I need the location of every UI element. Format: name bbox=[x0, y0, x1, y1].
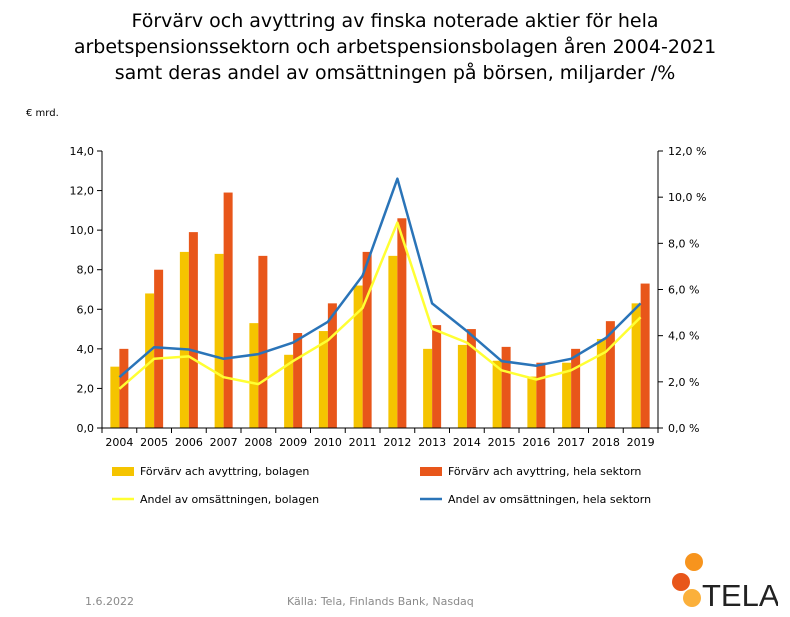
y-right-tick-label: 6,0 % bbox=[668, 284, 699, 297]
bar bbox=[571, 348, 581, 428]
bar bbox=[596, 338, 606, 428]
y-left-tick-label: 8,0 bbox=[77, 264, 95, 277]
x-tick-label: 2014 bbox=[453, 436, 481, 449]
bar bbox=[154, 269, 164, 428]
bar bbox=[119, 348, 129, 428]
x-tick-label: 2013 bbox=[418, 436, 446, 449]
bar bbox=[631, 303, 641, 428]
bar bbox=[562, 362, 572, 428]
chart-title-line-3: samt deras andel av omsättningen på börs… bbox=[114, 62, 676, 84]
footer-date: 1.6.2022 bbox=[85, 595, 134, 608]
x-tick-label: 2008 bbox=[244, 436, 272, 449]
combo-chart: € mrd. 0,0 2,0 4,0 6,0 8,0 10,0 12,0 14,0 0,0 % 2,… bbox=[26, 108, 706, 506]
y-unit-label: € mrd. bbox=[26, 108, 59, 119]
y-left-tick-label: 6,0 bbox=[77, 303, 95, 316]
logo-dot bbox=[683, 589, 701, 607]
legend-swatch bbox=[420, 467, 442, 476]
bar bbox=[258, 255, 268, 428]
legend-label: Förvärv ach avyttring, bolagen bbox=[140, 465, 309, 478]
bar bbox=[432, 325, 442, 428]
bar bbox=[214, 253, 224, 428]
y-right-tick-label: 0,0 % bbox=[668, 422, 699, 435]
bar bbox=[527, 376, 537, 428]
y-right-tick-label: 10,0 % bbox=[668, 191, 706, 204]
x-tick-label: 2010 bbox=[314, 436, 342, 449]
bar bbox=[492, 360, 502, 428]
bar bbox=[388, 255, 398, 428]
bar bbox=[188, 232, 198, 428]
bar bbox=[293, 333, 303, 428]
legend-label: Andel av omsättningen, bolagen bbox=[140, 493, 319, 506]
bar bbox=[605, 321, 615, 428]
x-tick-label: 2011 bbox=[349, 436, 377, 449]
y-left-tick-label: 10,0 bbox=[70, 224, 95, 237]
legend-label: Andel av omsättningen, hela sektorn bbox=[448, 493, 651, 506]
bar bbox=[353, 285, 363, 428]
bar bbox=[466, 329, 476, 428]
x-tick-label: 2012 bbox=[383, 436, 411, 449]
y-right-tick-label: 8,0 % bbox=[668, 237, 699, 250]
bar bbox=[284, 354, 294, 428]
bar bbox=[327, 303, 337, 428]
x-tick-label: 2004 bbox=[105, 436, 133, 449]
bar bbox=[536, 362, 546, 428]
bar bbox=[223, 192, 233, 428]
x-tick-label: 2016 bbox=[522, 436, 550, 449]
chart-title: Förvärv och avyttring av finska noterade… bbox=[30, 8, 760, 86]
x-tick-label: 2018 bbox=[592, 436, 620, 449]
footer-source: Källa: Tela, Finlands Bank, Nasdaq bbox=[287, 595, 474, 608]
y-right-tick-label: 12,0 % bbox=[668, 145, 706, 158]
series-line bbox=[118, 177, 642, 379]
x-tick-label: 2007 bbox=[210, 436, 238, 449]
legend-label: Förvärv ach avyttring, hela sektorn bbox=[448, 465, 641, 478]
y-left-tick-label: 2,0 bbox=[77, 382, 95, 395]
logo-dot bbox=[685, 553, 703, 571]
y-left-tick-label: 4,0 bbox=[77, 343, 95, 356]
x-tick-label: 2015 bbox=[488, 436, 516, 449]
bar bbox=[457, 344, 467, 428]
bar bbox=[145, 293, 155, 428]
y-left-tick-label: 14,0 bbox=[70, 145, 95, 158]
x-tick-label: 2017 bbox=[557, 436, 585, 449]
logo-dot bbox=[672, 573, 690, 591]
logo-text: TELA bbox=[702, 578, 778, 610]
bar bbox=[397, 218, 407, 428]
x-tick-label: 2005 bbox=[140, 436, 168, 449]
x-tick-label: 2019 bbox=[627, 436, 655, 449]
x-tick-label: 2006 bbox=[175, 436, 203, 449]
legend-swatch bbox=[112, 467, 134, 476]
series-line bbox=[118, 221, 642, 390]
bar bbox=[110, 366, 120, 428]
bar bbox=[318, 331, 328, 428]
tela-logo: TELA bbox=[672, 553, 778, 610]
bar bbox=[179, 251, 189, 428]
bar bbox=[249, 323, 259, 428]
y-left-tick-label: 12,0 bbox=[70, 185, 95, 198]
y-left-tick-label: 0,0 bbox=[77, 422, 95, 435]
y-right-tick-label: 4,0 % bbox=[668, 330, 699, 343]
chart-title-line-1: Förvärv och avyttring av finska noterade… bbox=[131, 10, 659, 32]
bar bbox=[501, 346, 511, 428]
bar bbox=[640, 283, 650, 428]
bar bbox=[423, 348, 433, 428]
chart-title-line-2: arbetspensionssektorn och arbetspensions… bbox=[73, 36, 717, 58]
y-right-tick-label: 2,0 % bbox=[668, 376, 699, 389]
x-tick-label: 2009 bbox=[279, 436, 307, 449]
bar bbox=[362, 251, 372, 428]
